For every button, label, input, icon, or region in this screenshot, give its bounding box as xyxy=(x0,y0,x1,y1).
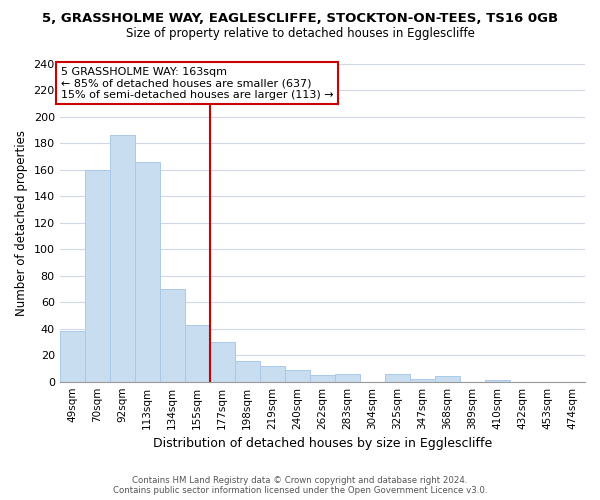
Bar xyxy=(210,342,235,382)
Text: Contains HM Land Registry data © Crown copyright and database right 2024.
Contai: Contains HM Land Registry data © Crown c… xyxy=(113,476,487,495)
Bar xyxy=(185,325,210,382)
Text: Size of property relative to detached houses in Egglescliffe: Size of property relative to detached ho… xyxy=(125,28,475,40)
Bar xyxy=(235,360,260,382)
Bar xyxy=(285,370,310,382)
Bar xyxy=(110,136,135,382)
Bar xyxy=(160,289,185,382)
Bar xyxy=(260,366,285,382)
Text: 5 GRASSHOLME WAY: 163sqm
← 85% of detached houses are smaller (637)
15% of semi-: 5 GRASSHOLME WAY: 163sqm ← 85% of detach… xyxy=(61,66,334,100)
Bar xyxy=(435,376,460,382)
Bar xyxy=(410,379,435,382)
Bar xyxy=(85,170,110,382)
Bar xyxy=(310,375,335,382)
Y-axis label: Number of detached properties: Number of detached properties xyxy=(15,130,28,316)
Bar xyxy=(59,332,85,382)
Bar xyxy=(485,380,510,382)
X-axis label: Distribution of detached houses by size in Egglescliffe: Distribution of detached houses by size … xyxy=(153,437,492,450)
Text: 5, GRASSHOLME WAY, EAGLESCLIFFE, STOCKTON-ON-TEES, TS16 0GB: 5, GRASSHOLME WAY, EAGLESCLIFFE, STOCKTO… xyxy=(42,12,558,26)
Bar xyxy=(385,374,410,382)
Bar xyxy=(335,374,360,382)
Bar xyxy=(135,162,160,382)
